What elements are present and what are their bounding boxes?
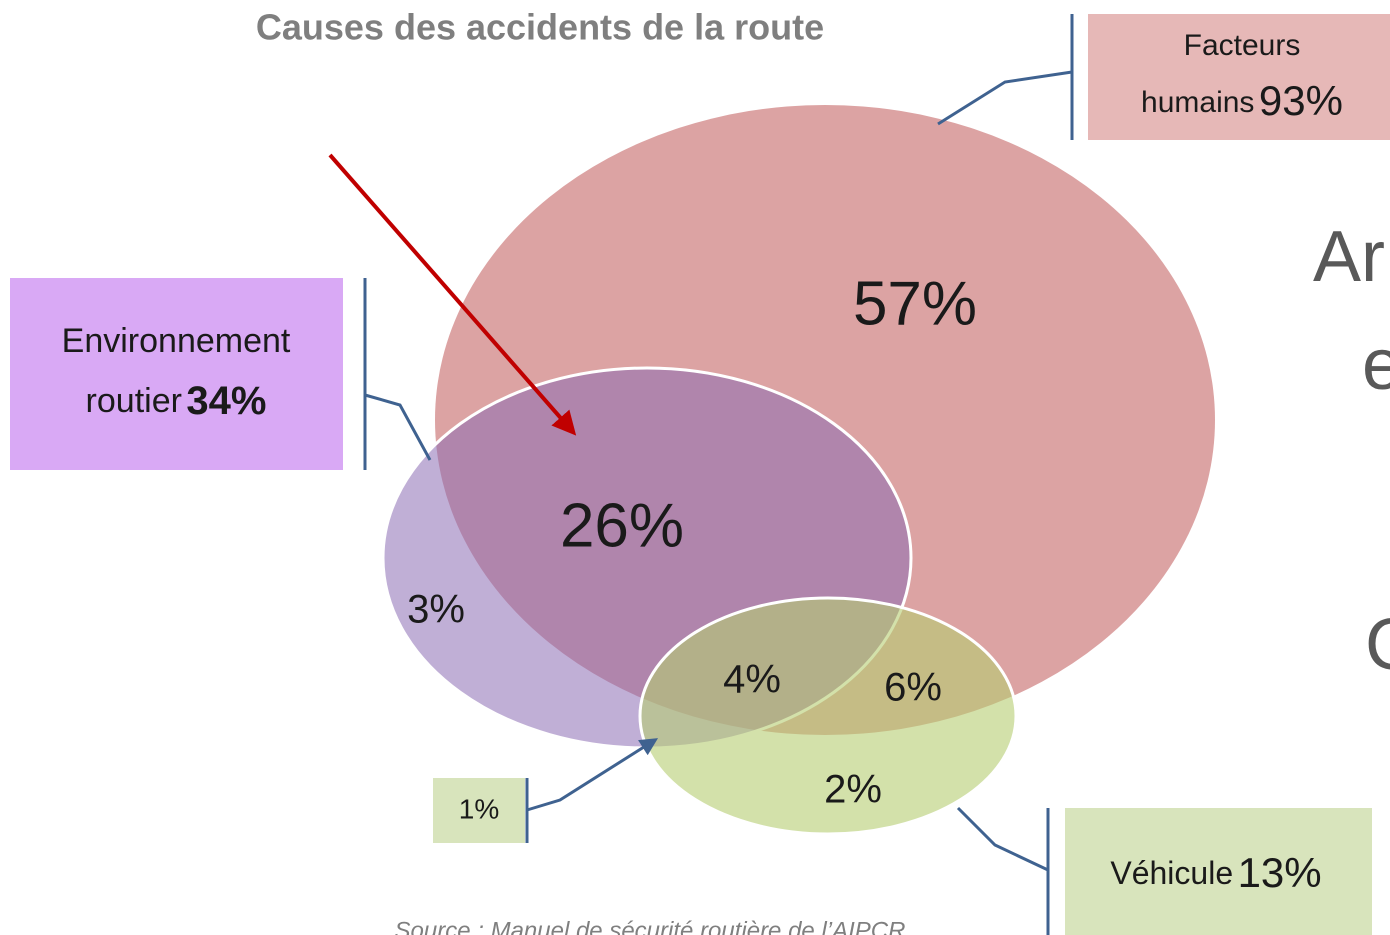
label-box [433,778,525,843]
label-box [1088,14,1390,140]
connector [364,393,432,461]
vehicle-circle [638,596,1018,836]
label-value: 13% [1238,849,1322,896]
connector [937,70,1073,126]
connector [956,806,1049,872]
label-name: humains [1141,86,1254,119]
cut-text: C [1365,605,1390,685]
region-label: 4% [723,658,781,702]
label-text: humains 93% [1141,77,1343,124]
label-name: routier [86,382,182,420]
label-value: 93% [1259,77,1343,124]
label-text: Facteurs [1184,29,1301,62]
region-label: 26% [560,491,684,560]
cut-text: Ar [1313,217,1385,297]
label-text: routier 34% [86,379,267,423]
label-text: Véhicule 13% [1110,849,1321,896]
label-text: Environnement [62,322,291,360]
label-box [1065,808,1372,935]
region-label: 1% [459,793,499,824]
source: Source : Manuel de sécurité routière de … [395,917,906,935]
region-label: 6% [884,666,942,710]
title: Causes des accidents de la route [256,7,824,48]
connector [526,738,659,812]
region-label: 2% [824,768,882,812]
label-box [10,278,343,470]
label-value: 34% [186,379,266,423]
label-name: Véhicule [1110,855,1233,891]
region-label: 3% [407,588,465,632]
cut-text: e [1362,325,1390,405]
region-label: 57% [853,269,977,338]
pointer-arrow [328,153,577,436]
